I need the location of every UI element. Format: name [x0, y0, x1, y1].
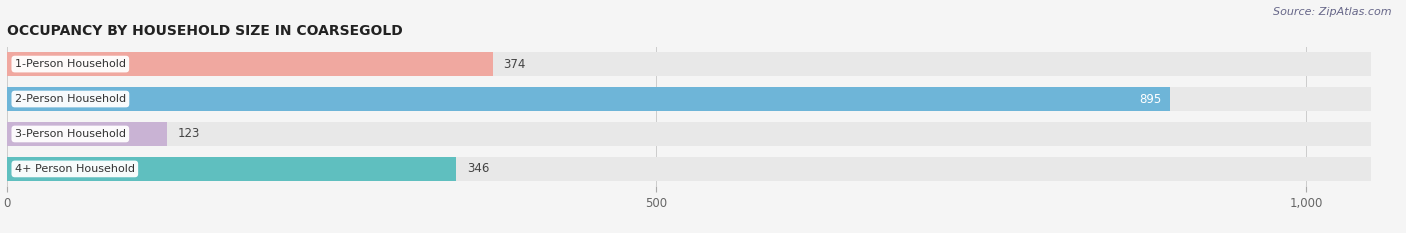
Bar: [7, 52, 1371, 76]
Text: 895: 895: [1139, 93, 1161, 106]
Text: 374: 374: [503, 58, 526, 71]
Text: 123: 123: [177, 127, 200, 140]
Bar: [7, 157, 457, 181]
Text: 2-Person Household: 2-Person Household: [15, 94, 127, 104]
Text: Source: ZipAtlas.com: Source: ZipAtlas.com: [1274, 7, 1392, 17]
Bar: [7, 122, 167, 146]
Bar: [7, 122, 1371, 146]
Text: 346: 346: [467, 162, 489, 175]
Text: 1-Person Household: 1-Person Household: [15, 59, 125, 69]
Text: OCCUPANCY BY HOUSEHOLD SIZE IN COARSEGOLD: OCCUPANCY BY HOUSEHOLD SIZE IN COARSEGOL…: [7, 24, 402, 38]
Text: 3-Person Household: 3-Person Household: [15, 129, 125, 139]
Bar: [7, 52, 494, 76]
Bar: [7, 87, 1170, 111]
Bar: [7, 87, 1371, 111]
Text: 4+ Person Household: 4+ Person Household: [15, 164, 135, 174]
Bar: [7, 157, 1371, 181]
